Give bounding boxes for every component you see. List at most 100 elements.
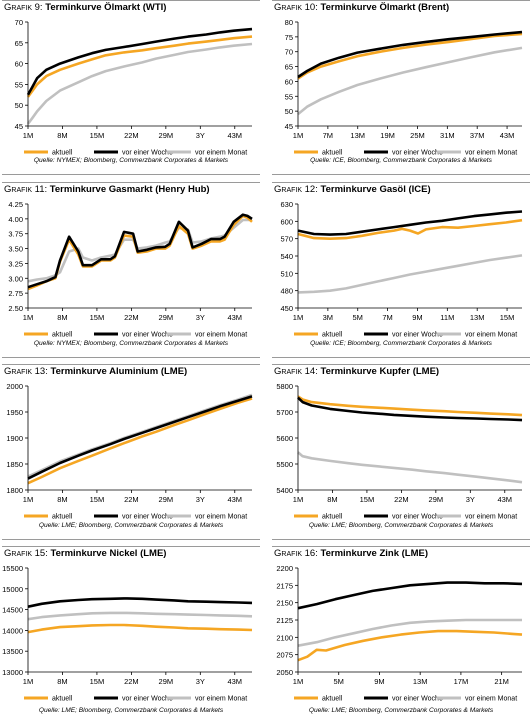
x-tick-label: 15M [500,313,515,322]
legend-label: vor einer Woche [122,150,173,157]
chart-number: Grafik 16: [274,548,318,559]
x-tick-label: 8M [57,495,67,504]
chart-panel-brent: Grafik 10: Terminkurve Ölmarkt (Brent) 4… [272,0,530,180]
chart-panel-aluminium: Grafik 13: Terminkurve Aluminium (LME) 1… [2,364,260,544]
x-tick-label: 22M [124,131,139,140]
chart-panel-gasoel: Grafik 12: Terminkurve Gasöl (ICE) 450 48… [272,182,530,362]
y-tick-label: 80 [285,18,293,27]
y-tick-label: 65 [285,63,293,72]
x-tick-label: 13M [470,313,485,322]
series-line-vor-einem-monat [297,618,522,647]
divider [272,364,530,365]
y-tick-label: 50 [15,101,23,110]
series-line-vor-einem-monat [297,46,523,116]
legend-label: aktuell [322,150,343,157]
x-tick-label: 8M [57,313,67,322]
y-tick-label: 13000 [2,668,23,677]
y-tick-label: 2050 [276,668,293,677]
chart-panel-henry-hub: Grafik 11: Terminkurve Gasmarkt (Henry H… [2,182,260,362]
x-tick-label: 15M [90,313,105,322]
y-tick-label: 13500 [2,647,23,656]
x-tick-label: 15M [90,495,105,504]
legend-label: vor einem Monat [465,696,517,703]
x-tick-label: 8M [57,677,67,686]
x-tick-label: 3Y [196,495,205,504]
divider [2,539,260,540]
x-tick-label: 8M [57,131,67,140]
y-tick-label: 15500 [2,564,23,573]
chart-title-text: Terminkurve Kupfer (LME) [320,366,440,377]
divider [2,182,260,183]
series-line-vor-einer-woche [27,597,253,608]
y-tick-label: 14000 [2,626,23,635]
legend-label: vor einem Monat [465,514,517,521]
x-tick-label: 29M [159,495,174,504]
y-tick-label: 1900 [6,434,23,443]
x-tick-label: 43M [227,131,242,140]
legend-label: vor einer Woche [122,514,173,521]
divider [2,546,260,547]
chart-source: Quelle: LME; Bloomberg, Commerzbank Corp… [38,522,224,529]
chart-panel-zink: Grafik 16: Terminkurve Zink (LME) 2050 20… [272,546,530,721]
divider [272,0,530,1]
divider [2,0,260,1]
x-tick-label: 11M [440,313,454,322]
y-tick-label: 5700 [276,408,293,417]
y-tick-label: 4.00 [8,215,23,224]
y-tick-label: 570 [280,235,293,244]
chart-title-text: Terminkurve Gasmarkt (Henry Hub) [49,184,210,195]
chart-title: Grafik 11: Terminkurve Gasmarkt (Henry H… [4,184,210,195]
y-tick-label: 1800 [6,486,23,495]
divider [2,174,260,175]
chart-title: Grafik 13: Terminkurve Aluminium (LME) [4,366,187,377]
y-tick-label: 3.25 [8,259,23,268]
line-chart-henry-hub: 2.50 2.75 3.00 3.25 3.50 3.75 4.00 4.25 1M 8M 15M 2… [8,200,253,339]
divider [2,364,260,365]
line-chart-kupfer: 5400 5500 5600 5700 5800 1M 8M 15M 22M 29M 3Y 43M ak… [276,382,523,521]
chart-title: Grafik 16: Terminkurve Zink (LME) [274,548,428,559]
y-tick-label: 2175 [276,581,293,590]
y-tick-label: 2.75 [8,289,23,298]
x-tick-label: 5M [334,677,344,686]
legend-label: vor einer Woche [122,332,173,339]
x-tick-label: 29M [159,131,174,140]
chart-number: Grafik 13: [4,366,48,377]
chart-source: Quelle: NYMEX; Bloomberg, Commerzbank Co… [33,340,229,347]
series-line-vor-einer-woche [26,27,253,96]
legend-label: vor einem Monat [195,696,247,703]
chart-number: Grafik 15: [4,548,48,559]
chart-number: Grafik 14: [274,366,318,377]
y-tick-label: 55 [285,92,293,101]
chart-title-text: Terminkurve Nickel (LME) [50,548,167,559]
legend-label: vor einer Woche [122,696,173,703]
x-tick-label: 1M [23,131,33,140]
y-tick-label: 2.50 [8,304,23,313]
y-tick-label: 3.75 [8,230,23,239]
x-tick-label: 15M [360,495,375,504]
chart-number: Grafik 11: [4,184,48,195]
series-line-aktuell [26,35,253,98]
y-tick-label: 2125 [276,616,293,625]
chart-panel-kupfer: Grafik 14: Terminkurve Kupfer (LME) 5400… [272,364,530,544]
series-line-vor-einer-woche [297,396,523,422]
chart-source: Quelle: LME; Bloomberg, Commerzbank Corp… [38,707,224,714]
y-tick-label: 480 [280,287,293,296]
x-tick-label: 43M [227,495,242,504]
x-tick-label: 3M [323,313,333,322]
legend-label: vor einer Woche [392,514,443,521]
chart-title: Grafik 12: Terminkurve Gasöl (ICE) [274,184,431,195]
legend-label: aktuell [52,332,73,339]
y-tick-label: 600 [280,217,293,226]
legend-label: aktuell [52,514,73,521]
chart-title-text: Terminkurve Zink (LME) [320,548,429,559]
x-tick-label: 15M [90,677,105,686]
line-chart-gasoel: 450 480 510 540 570 600 630 1M 3M 5M 7M 9M 11M 13M 15M… [280,200,523,339]
x-tick-label: 3Y [466,495,475,504]
x-tick-label: 29M [159,313,174,322]
divider [272,546,530,547]
y-tick-label: 60 [285,77,293,86]
divider [272,357,530,358]
legend-label: vor einem Monat [195,332,247,339]
series-line-aktuell [27,214,253,291]
series-line-aktuell [297,395,523,417]
